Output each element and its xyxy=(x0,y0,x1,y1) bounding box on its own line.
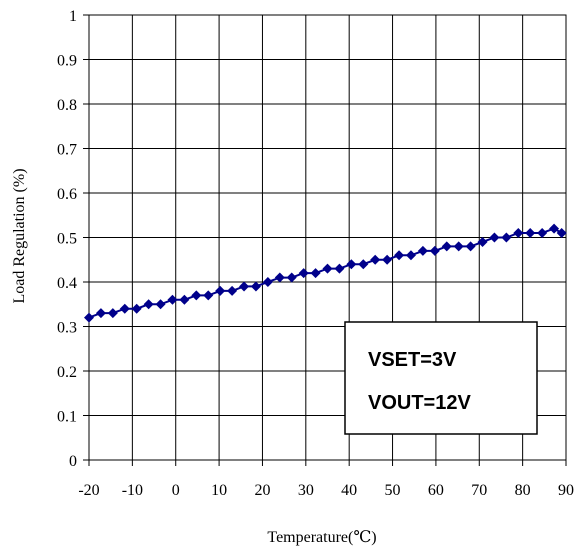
data-point xyxy=(191,290,202,301)
series-group xyxy=(84,223,567,323)
y-tick-label: 0.6 xyxy=(57,186,77,203)
x-tick-label: 30 xyxy=(298,482,314,499)
data-point xyxy=(131,303,142,314)
data-point xyxy=(298,268,309,279)
annotation-vout: VOUT=12V xyxy=(368,392,471,414)
data-point xyxy=(441,241,452,252)
x-tick-label: 60 xyxy=(428,482,444,499)
y-tick-label: 0.9 xyxy=(57,53,77,70)
data-point xyxy=(513,228,524,239)
data-point xyxy=(107,308,118,319)
data-point xyxy=(370,254,381,265)
data-point xyxy=(358,259,369,270)
data-point xyxy=(346,259,357,270)
x-tick-label: 90 xyxy=(558,482,574,499)
y-axis-label: Load Regulation (%) xyxy=(11,168,28,303)
data-point xyxy=(203,290,214,301)
x-tick-labels: -20 -10 0 10 20 30 40 50 60 70 80 90 xyxy=(78,482,574,499)
data-point xyxy=(239,281,250,292)
data-point xyxy=(227,285,238,296)
y-tick-label: 0.8 xyxy=(57,97,77,114)
data-point xyxy=(556,228,567,239)
y-tick-label: 0.2 xyxy=(57,364,77,381)
data-point xyxy=(525,228,536,239)
data-point xyxy=(95,308,106,319)
data-point xyxy=(537,228,548,239)
x-tick-label: 0 xyxy=(172,482,180,499)
data-point xyxy=(429,245,440,256)
data-point xyxy=(465,241,476,252)
data-point xyxy=(453,241,464,252)
annotation-frame xyxy=(344,321,538,435)
y-tick-label: 0 xyxy=(69,453,77,470)
annotation-box: VSET=3V VOUT=12V xyxy=(344,321,538,435)
data-point xyxy=(143,299,154,310)
data-point xyxy=(286,272,297,283)
y-tick-label: 0.5 xyxy=(57,231,77,248)
data-point xyxy=(322,263,333,274)
annotation-vset: VSET=3V xyxy=(368,349,457,371)
x-tick-label: 40 xyxy=(341,482,357,499)
y-tick-label: 0.1 xyxy=(57,409,77,426)
y-tick-label: 1 xyxy=(69,8,77,25)
data-point xyxy=(405,250,416,261)
data-point xyxy=(155,299,166,310)
x-axis-label: Temperature(℃) xyxy=(267,529,376,546)
y-tick-label: 0.7 xyxy=(57,142,77,159)
data-point xyxy=(417,245,428,256)
data-point xyxy=(382,254,393,265)
x-tick-label: 20 xyxy=(254,482,270,499)
data-point xyxy=(262,277,273,287)
data-point xyxy=(334,263,345,274)
data-point xyxy=(179,294,190,305)
data-point xyxy=(250,281,261,292)
data-point xyxy=(84,312,94,323)
x-tick-label: 50 xyxy=(385,482,401,499)
y-tick-labels: 0 0.1 0.2 0.3 0.4 0.5 0.6 0.7 0.8 0.9 1 xyxy=(57,8,77,470)
x-tick-label: 70 xyxy=(471,482,487,499)
x-tick-label: -10 xyxy=(122,482,143,499)
plot-frame xyxy=(88,14,567,461)
data-point xyxy=(167,294,178,305)
data-point xyxy=(274,272,285,283)
x-tick-label: -20 xyxy=(78,482,99,499)
data-point xyxy=(310,268,321,279)
data-point xyxy=(477,236,488,247)
x-tick-label: 80 xyxy=(515,482,531,499)
data-point xyxy=(549,223,560,234)
data-point xyxy=(119,303,130,314)
y-tick-label: 0.4 xyxy=(57,275,77,292)
data-point xyxy=(215,285,226,296)
x-tick-label: 10 xyxy=(211,482,227,499)
data-point xyxy=(394,250,405,261)
data-point xyxy=(489,232,500,243)
y-tick-label: 0.3 xyxy=(57,320,77,337)
data-point xyxy=(501,232,512,243)
